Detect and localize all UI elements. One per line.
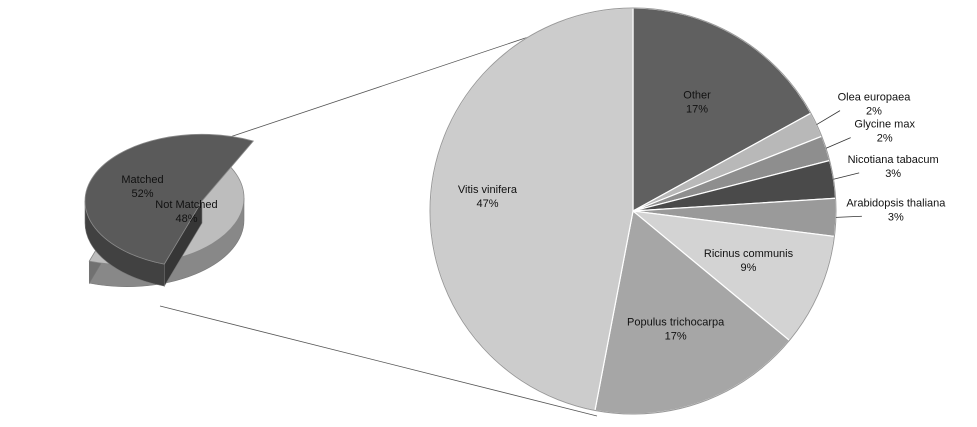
- label-populus-trichocarpa: Populus trichocarpa 17%: [627, 316, 725, 342]
- leader-arabidopsis-thaliana: [835, 215, 862, 218]
- label-arabidopsis-thaliana: Arabidopsis thaliana 3%: [846, 197, 946, 223]
- leader-olea-europaea: [816, 110, 841, 125]
- label-matched: Matched 52%: [121, 174, 163, 200]
- label-olea-europaea: Olea europaea 2%: [838, 92, 912, 118]
- leader-nicotiana-tabacum: [833, 172, 860, 180]
- connector-bottom: [159, 305, 598, 417]
- label-not-matched: Not Matched 48%: [155, 199, 217, 225]
- label-nicotiana-tabacum: Nicotiana tabacum 3%: [848, 154, 939, 180]
- label-glycine-max: Glycine max 2%: [854, 119, 915, 145]
- slice-vitis-vinifera: [429, 7, 634, 412]
- label-ricinus-communis: Ricinus communis 9%: [704, 248, 794, 274]
- leader-glycine-max: [825, 137, 851, 149]
- slice-matched: [84, 133, 255, 265]
- label-vitis-vinifera: Vitis vinifera 47%: [458, 184, 518, 210]
- detail-pie-outline: [429, 7, 837, 415]
- label-other: Other 17%: [683, 90, 711, 116]
